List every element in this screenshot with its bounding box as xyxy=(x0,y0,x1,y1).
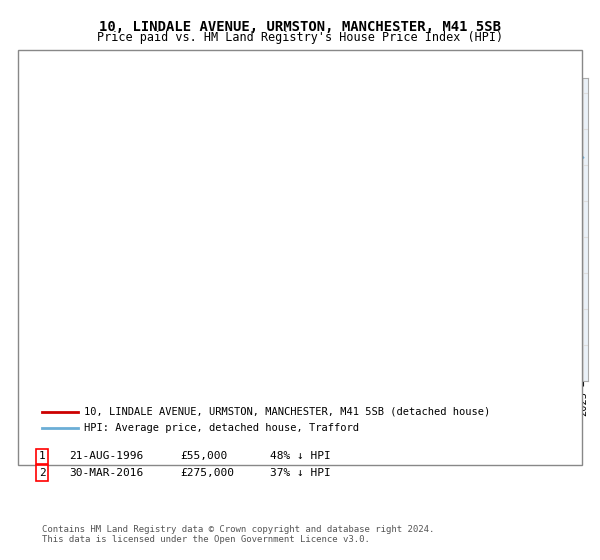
Text: 30-MAR-2016: 30-MAR-2016 xyxy=(69,468,143,478)
Bar xyxy=(78,78,94,381)
Text: 1: 1 xyxy=(38,451,46,461)
Text: Contains HM Land Registry data © Crown copyright and database right 2024.
This d: Contains HM Land Registry data © Crown c… xyxy=(42,525,434,544)
Text: £275,000: £275,000 xyxy=(180,468,234,478)
Text: 37% ↓ HPI: 37% ↓ HPI xyxy=(270,468,331,478)
Text: 10, LINDALE AVENUE, URMSTON, MANCHESTER, M41 5SB: 10, LINDALE AVENUE, URMSTON, MANCHESTER,… xyxy=(99,20,501,34)
Text: HPI: Average price, detached house, Trafford: HPI: Average price, detached house, Traf… xyxy=(84,423,359,433)
Bar xyxy=(78,93,94,381)
Text: 21-AUG-1996: 21-AUG-1996 xyxy=(69,451,143,461)
Text: 48% ↓ HPI: 48% ↓ HPI xyxy=(270,451,331,461)
Text: £55,000: £55,000 xyxy=(180,451,227,461)
Text: 2: 2 xyxy=(439,104,446,116)
Text: Price paid vs. HM Land Registry's House Price Index (HPI): Price paid vs. HM Land Registry's House … xyxy=(97,31,503,44)
Text: 10, LINDALE AVENUE, URMSTON, MANCHESTER, M41 5SB (detached house): 10, LINDALE AVENUE, URMSTON, MANCHESTER,… xyxy=(84,407,490,417)
Text: 1: 1 xyxy=(125,104,132,116)
Text: 2: 2 xyxy=(38,468,46,478)
